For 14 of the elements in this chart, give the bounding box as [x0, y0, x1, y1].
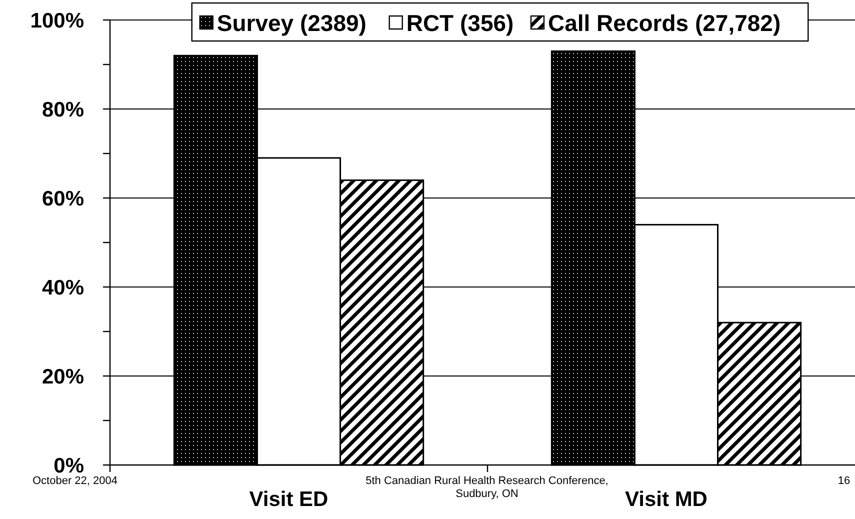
- y-tick-label: 40%: [42, 276, 84, 300]
- text: 16: [838, 475, 850, 487]
- y-tick-label: 100%: [30, 9, 84, 32]
- x-tick-label: Visit ED: [249, 488, 328, 511]
- x-tick-label: Visit MD: [625, 488, 708, 511]
- y-tick-label: 20%: [42, 365, 84, 388]
- y-tick-label: 80%: [42, 98, 84, 122]
- legend-label: Survey (2389): [216, 10, 366, 36]
- y-tick-label: 0%: [54, 454, 84, 478]
- legend-label: Call Records (27,782): [548, 10, 781, 36]
- text: October 22, 2004: [32, 475, 118, 487]
- y-tick-label: 60%: [42, 187, 84, 210]
- text: 5th Canadian Rural Health Research Conference, Sudbury, ON: [366, 475, 608, 500]
- legend-label: RCT (356): [406, 10, 514, 36]
